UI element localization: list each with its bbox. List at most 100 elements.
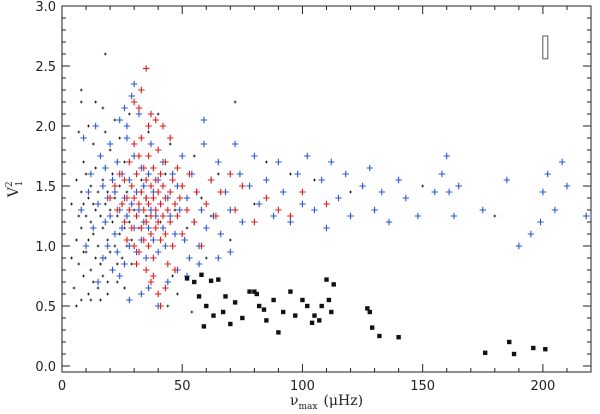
data-point [101, 178, 105, 182]
data-point [138, 188, 145, 196]
x-tick-label: 100 [290, 379, 315, 394]
data-point [152, 224, 159, 232]
data-point [91, 280, 95, 284]
data-point [186, 170, 193, 178]
data-point [150, 194, 157, 202]
data-point [138, 86, 145, 94]
x-axis-label: νmax (μHz) [290, 393, 363, 412]
data-point [208, 278, 214, 283]
data-point [227, 170, 234, 178]
data-point [114, 206, 121, 214]
data-point [176, 194, 184, 202]
data-point [152, 116, 159, 124]
tick-labels: 0 50 100 150 200 0.0 0.5 1.0 1.5 2.0 2.5 3.0 [35, 0, 555, 394]
data-point [166, 304, 170, 308]
data-point [563, 182, 571, 190]
data-point [251, 218, 258, 226]
data-point [171, 266, 179, 274]
data-point [324, 277, 329, 282]
data-point [323, 224, 330, 232]
data-point [147, 278, 155, 286]
data-point [145, 224, 152, 232]
data-point [174, 212, 181, 220]
data-point [171, 274, 175, 278]
data-point [123, 134, 131, 142]
data-point [335, 194, 342, 202]
data-point [103, 202, 107, 206]
data-point [190, 310, 194, 314]
series-3 [184, 272, 548, 357]
data-point [147, 212, 155, 220]
data-point [377, 333, 382, 339]
data-point [347, 212, 354, 220]
data-point [200, 196, 203, 200]
data-point [80, 134, 87, 142]
data-point [329, 309, 334, 315]
data-point [145, 122, 152, 130]
data-point [479, 206, 486, 214]
data-point [118, 200, 126, 208]
data-point [275, 158, 282, 166]
data-point [115, 214, 119, 218]
data-point [133, 260, 140, 268]
data-point [240, 315, 245, 321]
data-point [121, 176, 128, 184]
data-point [527, 230, 535, 238]
data-point [157, 302, 164, 310]
data-point [193, 188, 200, 196]
y-tick-label: 0.0 [35, 360, 56, 375]
data-point [204, 303, 209, 309]
data-point [84, 172, 88, 176]
data-point [123, 236, 131, 244]
data-point [106, 190, 110, 194]
data-point [138, 290, 145, 298]
data-point [106, 292, 110, 296]
data-point [128, 92, 135, 100]
data-point [227, 248, 234, 256]
data-point [349, 190, 352, 194]
data-point [92, 122, 99, 130]
data-point [342, 170, 349, 178]
data-point [84, 250, 88, 254]
data-point [507, 339, 512, 345]
data-point [385, 218, 393, 226]
data-point [169, 170, 176, 178]
data-point [168, 142, 172, 146]
data-point [157, 200, 164, 208]
data-point [87, 170, 95, 178]
data-point [91, 202, 95, 206]
data-point [203, 200, 210, 208]
data-point [115, 262, 119, 266]
data-point [179, 182, 186, 190]
data-point [77, 214, 81, 218]
data-point [220, 309, 226, 315]
data-point [232, 300, 238, 305]
data-point [558, 158, 566, 166]
data-point [212, 212, 220, 220]
data-point [167, 188, 174, 196]
data-point [109, 176, 116, 184]
data-point [414, 212, 422, 220]
data-point [167, 218, 174, 226]
data-point [145, 200, 152, 208]
data-point [96, 244, 100, 248]
data-point [159, 212, 167, 220]
data-point [104, 242, 111, 250]
data-point [421, 184, 425, 188]
data-point [106, 212, 114, 220]
data-point [323, 200, 330, 208]
data-point [128, 182, 135, 190]
data-point [255, 200, 263, 208]
data-point [191, 218, 198, 226]
data-point [147, 130, 150, 134]
data-point [167, 212, 174, 220]
data-point [167, 134, 174, 142]
data-point [130, 80, 138, 88]
data-point [169, 242, 176, 250]
data-point [217, 188, 224, 196]
data-point [152, 176, 159, 184]
data-point [114, 248, 121, 256]
data-point [163, 172, 167, 176]
data-point [75, 238, 78, 242]
